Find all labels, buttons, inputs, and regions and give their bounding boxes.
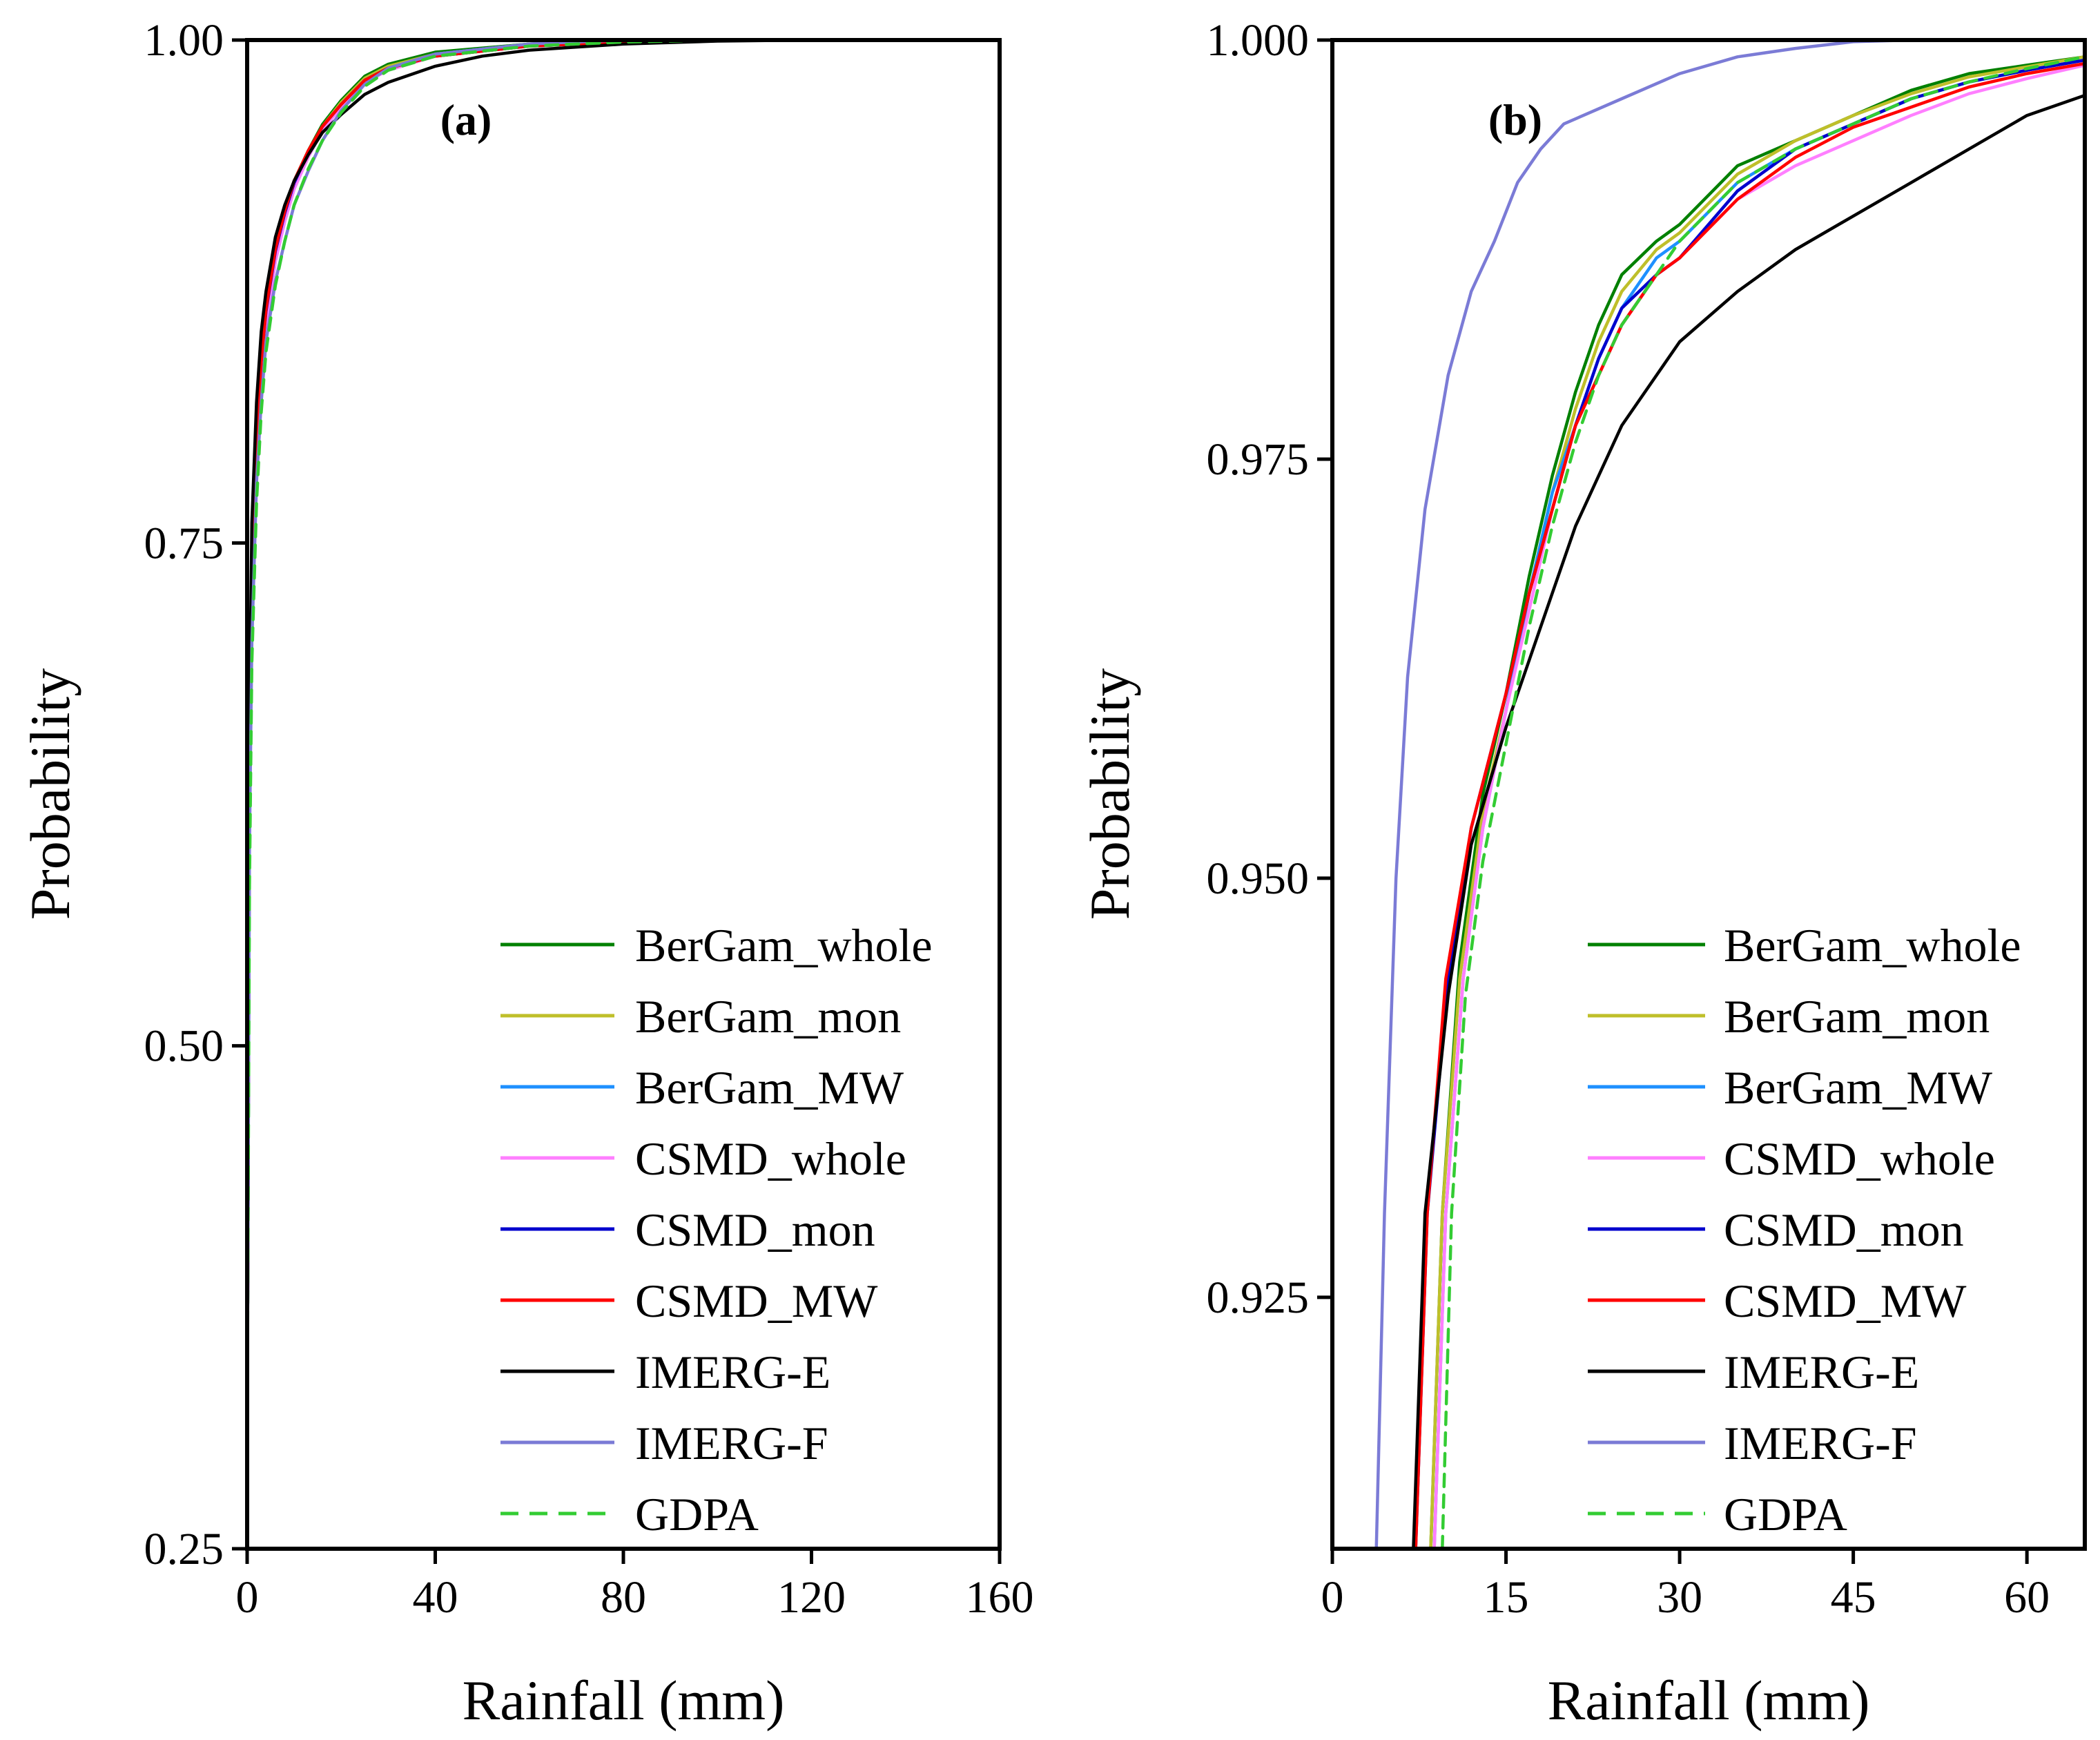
y-tick-label-a: 0.75 <box>144 518 224 568</box>
series-line-a-gdpa <box>247 40 1000 1450</box>
x-tick-label-b: 45 <box>1831 1572 1876 1623</box>
x-tick-label-a: 40 <box>413 1572 458 1623</box>
legend-b: BerGam_whole BerGam_mon BerGam_MW CSMD_whol… <box>1588 919 2021 1540</box>
y-tick-label-b: 0.975 <box>1207 434 1310 485</box>
series-line-a-csmd-mon <box>247 40 1000 1450</box>
ticks-b: 0 15 30 45 60 0.925 0.950 0.975 1.000 <box>1207 15 2050 1623</box>
y-tick-label-b: 0.925 <box>1207 1273 1310 1323</box>
legend-label-a: IMERG-F <box>635 1417 828 1469</box>
series-group-b <box>1374 40 2085 1549</box>
legend-label-b: BerGam_MW <box>1724 1061 1993 1114</box>
series-line-a-csmd-mw <box>247 40 1000 1450</box>
x-axis-label-a: Rainfall (mm) <box>463 1669 785 1732</box>
legend-a: BerGam_whole BerGam_mon BerGam_MW CSMD_whol… <box>500 919 933 1540</box>
series-line-a-csmd-whole <box>247 40 1000 1450</box>
legend-label-b: IMERG-E <box>1724 1346 1919 1398</box>
legend-label-a: BerGam_MW <box>635 1061 904 1114</box>
series-line-a-imerg-e <box>247 40 1000 1450</box>
panel-b: 0 15 30 45 60 0.925 0.950 0.975 1.000 (b) Rainfa… <box>1078 15 2087 1732</box>
x-tick-label-b: 0 <box>1321 1572 1344 1623</box>
x-tick-label-a: 80 <box>601 1572 646 1623</box>
x-tick-label-a: 160 <box>966 1572 1034 1623</box>
legend-label-b: CSMD_mon <box>1724 1204 1964 1256</box>
legend-label-b: CSMD_MW <box>1724 1275 1967 1327</box>
x-tick-label-b: 60 <box>2004 1572 2050 1623</box>
legend-label-a: CSMD_MW <box>635 1275 878 1327</box>
x-tick-label-b: 15 <box>1484 1572 1529 1623</box>
series-line-a-bergam-whole <box>247 40 1000 1450</box>
legend-label-a: BerGam_mon <box>635 990 901 1043</box>
y-tick-label-a: 1.00 <box>144 15 224 66</box>
x-tick-label-a: 0 <box>236 1572 259 1623</box>
series-line-b-bergam-whole <box>1429 55 2085 1549</box>
y-axis-label-b: Probability <box>1078 668 1141 920</box>
series-line-b-imerg-e <box>1412 93 2085 1549</box>
panel-label-a: (a) <box>440 95 492 144</box>
series-line-b-imerg-f <box>1374 40 2085 1549</box>
legend-label-a: CSMD_mon <box>635 1204 875 1256</box>
legend-label-b: BerGam_mon <box>1724 990 1990 1043</box>
y-axis-label-a: Probability <box>19 668 81 920</box>
legend-label-a: GDPA <box>635 1488 759 1540</box>
legend-label-b: CSMD_whole <box>1724 1132 1995 1185</box>
x-axis-label-b: Rainfall (mm) <box>1548 1669 1870 1732</box>
series-line-a-imerg-f <box>247 40 1000 1450</box>
legend-label-b: GDPA <box>1724 1488 1847 1540</box>
series-line-a-bergam-mon <box>247 40 1000 1450</box>
series-line-a-bergam-mw <box>247 40 1000 1450</box>
legend-label-a: BerGam_whole <box>635 919 933 972</box>
series-line-b-gdpa <box>1441 55 2085 1549</box>
plot-frame-b <box>1330 38 2087 1551</box>
y-tick-label-b: 0.950 <box>1207 853 1310 904</box>
legend-label-a: CSMD_whole <box>635 1132 906 1185</box>
panel-label-b: (b) <box>1488 95 1542 144</box>
y-tick-label-a: 0.25 <box>144 1524 224 1574</box>
panel-a: 0 40 80 120 160 0.25 0.50 0.75 1.00 (a) Rainfall… <box>19 15 1034 1732</box>
legend-label-b: IMERG-F <box>1724 1417 1917 1469</box>
legend-label-b: BerGam_whole <box>1724 919 2021 972</box>
x-tick-label-b: 30 <box>1657 1572 1702 1623</box>
y-tick-label-a: 0.50 <box>144 1021 224 1072</box>
legend-label-a: IMERG-E <box>635 1346 830 1398</box>
ticks-a: 0 40 80 120 160 0.25 0.50 0.75 1.00 <box>144 15 1034 1623</box>
x-tick-label-a: 120 <box>777 1572 846 1623</box>
series-line-b-bergam-mon <box>1429 55 2085 1549</box>
series-group-a <box>247 40 1000 1450</box>
plot-frame-a <box>245 38 1002 1551</box>
y-tick-label-b: 1.000 <box>1207 15 1310 66</box>
